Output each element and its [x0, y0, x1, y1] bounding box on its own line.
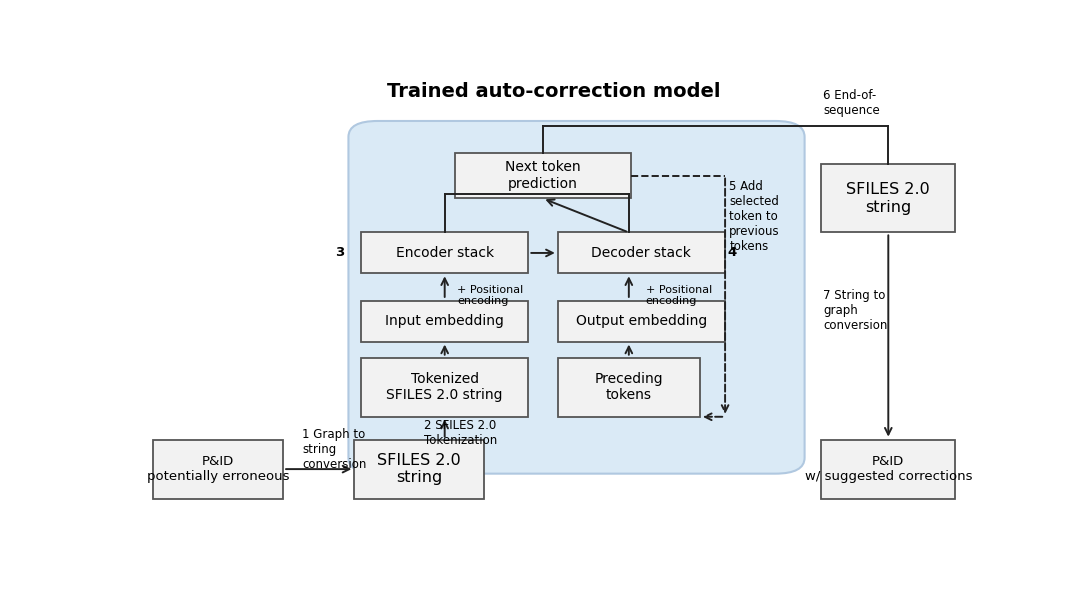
- Bar: [821, 440, 956, 499]
- Text: 3: 3: [335, 246, 345, 259]
- Text: 2 SFILES 2.0
Tokenization: 2 SFILES 2.0 Tokenization: [423, 419, 497, 447]
- Text: SFILES 2.0
string: SFILES 2.0 string: [377, 453, 461, 485]
- Text: 7 String to
graph
conversion: 7 String to graph conversion: [823, 290, 888, 332]
- Text: Preceding
tokens: Preceding tokens: [594, 372, 663, 402]
- Bar: [557, 301, 725, 342]
- Text: P&ID
w/ suggested corrections: P&ID w/ suggested corrections: [805, 455, 972, 483]
- Text: Decoder stack: Decoder stack: [592, 246, 691, 260]
- Text: P&ID
potentially erroneous: P&ID potentially erroneous: [147, 455, 289, 483]
- Text: Encoder stack: Encoder stack: [395, 246, 494, 260]
- Bar: [557, 232, 725, 274]
- Text: 5 Add
selected
token to
previous
tokens: 5 Add selected token to previous tokens: [729, 180, 780, 253]
- Text: Input embedding: Input embedding: [386, 314, 504, 328]
- Text: Trained auto-correction model: Trained auto-correction model: [387, 82, 720, 101]
- Text: + Positional
encoding: + Positional encoding: [457, 285, 524, 306]
- Text: Tokenized
SFILES 2.0 string: Tokenized SFILES 2.0 string: [387, 372, 503, 402]
- Text: Next token
prediction: Next token prediction: [504, 161, 580, 191]
- Bar: [361, 232, 528, 274]
- Bar: [153, 440, 283, 499]
- FancyBboxPatch shape: [349, 121, 805, 473]
- Bar: [455, 153, 631, 199]
- Bar: [557, 358, 700, 417]
- Text: SFILES 2.0
string: SFILES 2.0 string: [847, 182, 930, 215]
- Text: + Positional
encoding: + Positional encoding: [646, 285, 712, 306]
- Text: 1 Graph to
string
conversion: 1 Graph to string conversion: [302, 428, 367, 471]
- Text: 6 End-of-
sequence: 6 End-of- sequence: [823, 89, 880, 117]
- Text: Output embedding: Output embedding: [576, 314, 707, 328]
- Bar: [361, 301, 528, 342]
- Text: 4: 4: [728, 246, 737, 259]
- Bar: [821, 164, 956, 232]
- Bar: [361, 358, 528, 417]
- Bar: [354, 440, 484, 499]
